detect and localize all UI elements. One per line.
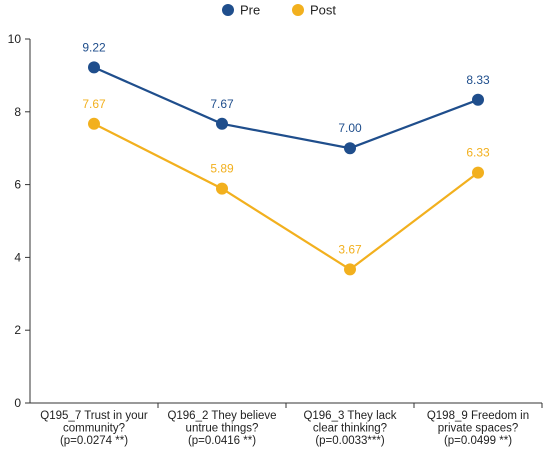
data-label-post: 7.67 [82, 97, 106, 111]
data-point-post [88, 117, 100, 130]
data-point-pre [344, 142, 356, 155]
data-label-post: 3.67 [338, 242, 362, 256]
data-point-post [216, 182, 228, 195]
data-point-pre [472, 93, 484, 106]
x-category-label-line: (p=0.0499 **) [444, 435, 512, 447]
y-tick-label: 2 [14, 323, 21, 337]
legend-marker-pre [222, 4, 234, 16]
x-category-label-line: Q196_3 They lack [303, 410, 396, 422]
series-layer: 9.22 7.67 7.00 8.33 7.67 5.89 3.67 6.33 [82, 40, 490, 276]
legend: Pre Post [222, 3, 336, 18]
data-point-pre [88, 61, 100, 74]
x-category-label: Q196_3 They lack clear thinking? (p=0.0033… [303, 410, 396, 447]
x-category-label-line: clear thinking? [313, 423, 387, 435]
y-tick-label: 10 [8, 32, 22, 46]
x-category-label: Q196_2 They believe untrue things? (p=0.04… [167, 410, 276, 447]
series-line-post [93, 122, 479, 271]
x-category-label: Q195_7 Trust in your community? (p=0.0274 … [40, 410, 148, 447]
x-category-label-line: Q195_7 Trust in your [40, 410, 148, 422]
x-category-label-line: (p=0.0274 **) [60, 435, 128, 447]
x-category-label-line: untrue things? [186, 423, 259, 435]
y-tick-label: 6 [14, 178, 21, 192]
data-label-pre: 7.67 [210, 97, 234, 111]
data-label-post: 5.89 [210, 162, 234, 176]
data-point-post [344, 263, 356, 276]
data-point-pre [216, 117, 228, 130]
x-category-label-line: Q198_9 Freedom in [427, 410, 529, 422]
data-label-pre: 9.22 [82, 40, 106, 54]
y-tick-label: 0 [14, 396, 21, 410]
legend-marker-post [292, 4, 304, 16]
x-category-label-line: private spaces? [438, 423, 519, 435]
x-category-label-line: (p=0.0416 **) [188, 435, 256, 447]
x-category-label: Q198_9 Freedom in private spaces? (p=0.049… [427, 410, 529, 447]
x-category-label-line: community? [63, 423, 125, 435]
y-tick-label: 8 [14, 105, 21, 119]
y-tick-label: 4 [14, 250, 21, 264]
legend-label-pre: Pre [240, 3, 260, 18]
data-label-post: 6.33 [466, 146, 490, 160]
series-pre: 9.22 7.67 7.00 8.33 [82, 40, 490, 155]
data-point-post [472, 166, 484, 179]
series-line-pre [93, 66, 479, 150]
series-post: 7.67 5.89 3.67 6.33 [82, 97, 490, 276]
x-category-label-line: Q196_2 They believe [167, 410, 276, 422]
data-label-pre: 8.33 [466, 73, 490, 87]
legend-label-post: Post [310, 3, 336, 18]
x-category-label-line: (p=0.0033***) [315, 435, 385, 447]
data-label-pre: 7.00 [338, 121, 362, 135]
